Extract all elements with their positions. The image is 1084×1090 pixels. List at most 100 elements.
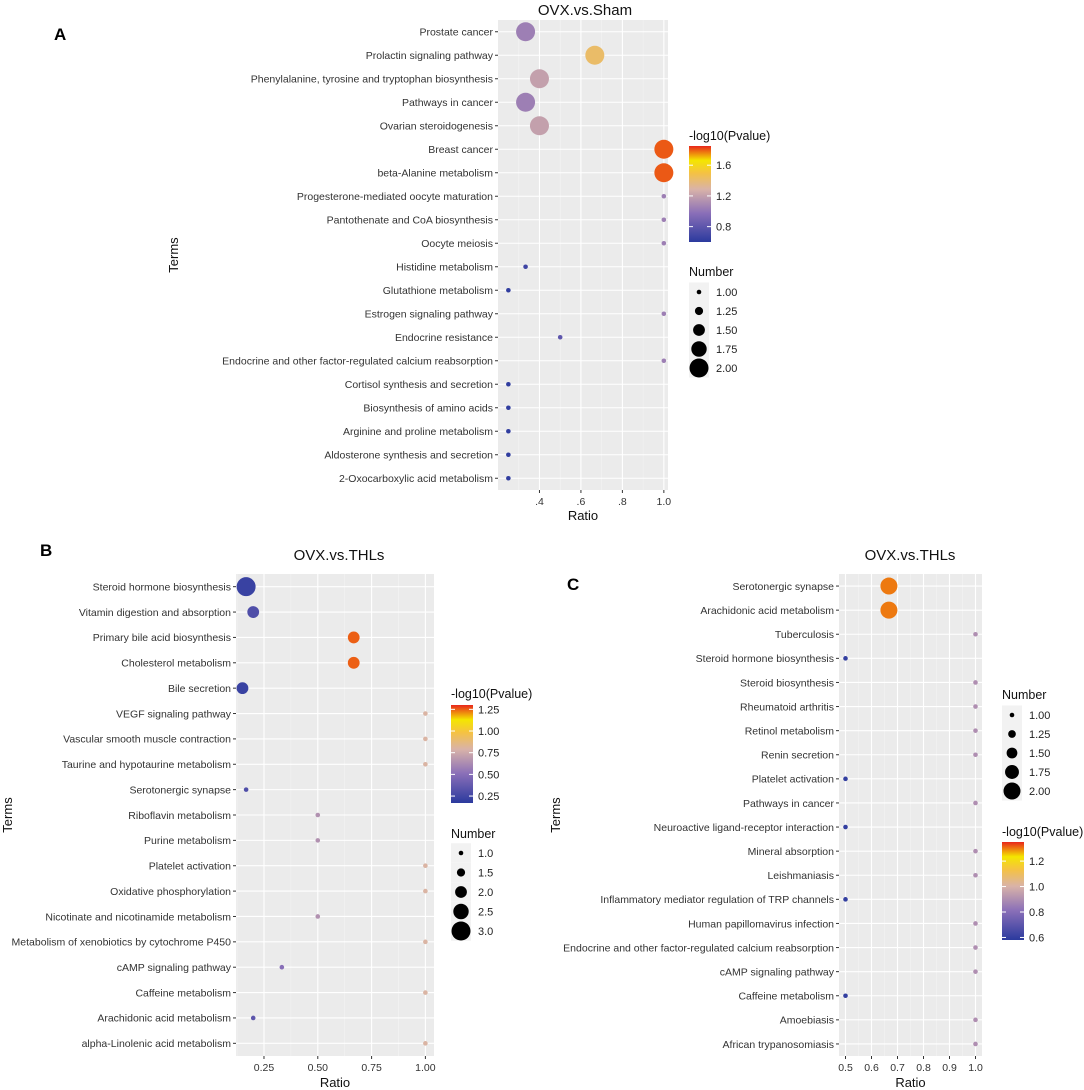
- size-legend: Number 1.0 1.5 2.0 2.5 3.0: [451, 827, 495, 941]
- category-label: Endocrine and other factor-regulated cal…: [563, 942, 834, 954]
- category-label: Steroid hormone biosynthesis: [93, 581, 231, 593]
- color-legend-label: 1.6: [716, 160, 731, 172]
- color-legend-label: 1.2: [1029, 856, 1044, 868]
- data-point: [973, 872, 978, 878]
- data-point: [315, 914, 321, 919]
- data-point: [506, 381, 511, 387]
- size-legend-dot: [451, 921, 471, 941]
- category-label: Neuroactive ligand-receptor interaction: [654, 822, 835, 834]
- size-legend-dot: [1009, 712, 1015, 718]
- data-point: [236, 577, 256, 597]
- data-point: [973, 752, 978, 758]
- category-label: VEGF signaling pathway: [116, 708, 232, 720]
- category-label: Endocrine resistance: [395, 332, 493, 344]
- x-tick-label: .6: [577, 496, 586, 508]
- color-legend: -log10(Pvalue) 0.25 0.50 0.75 1.00 1.25: [451, 687, 532, 803]
- x-tick-label: 0.9: [942, 1062, 957, 1074]
- data-point: [661, 217, 667, 223]
- data-point: [585, 45, 605, 65]
- panel-letter: A: [54, 25, 66, 44]
- data-point: [423, 863, 428, 869]
- category-label: Platelet activation: [752, 774, 834, 786]
- data-point: [423, 736, 428, 742]
- data-point: [347, 631, 360, 644]
- size-legend-dot: [458, 850, 464, 856]
- x-tick-label: 1.0: [657, 496, 672, 508]
- size-legend-dot: [456, 868, 466, 877]
- data-point: [661, 193, 667, 199]
- data-point: [250, 1015, 256, 1021]
- color-bar: [689, 146, 711, 242]
- category-label: Retinol metabolism: [745, 725, 835, 737]
- data-point: [973, 969, 978, 974]
- x-tick-label: 0.8: [916, 1062, 931, 1074]
- size-legend-label: 2.0: [478, 887, 493, 899]
- color-legend-label: 0.25: [478, 791, 499, 803]
- data-point: [973, 945, 978, 950]
- size-legend-title: Number: [689, 265, 733, 279]
- data-point: [423, 1041, 428, 1046]
- data-point: [661, 358, 667, 364]
- x-tick-label: 1.00: [415, 1062, 436, 1074]
- data-point: [506, 475, 511, 481]
- category-label: Inflammatory mediator regulation of TRP …: [600, 894, 834, 906]
- color-legend-title: -log10(Pvalue): [451, 687, 532, 701]
- x-tick-label: 0.7: [890, 1062, 905, 1074]
- category-label: Taurine and hypotaurine metabolism: [62, 759, 232, 771]
- category-label: Nicotinate and nicotinamide metabolism: [45, 911, 231, 923]
- category-label: African trypanosomiasis: [723, 1039, 834, 1051]
- data-point: [423, 990, 428, 995]
- size-legend-label: 1.0: [478, 848, 493, 860]
- data-point: [843, 897, 848, 902]
- x-tick-label: 1.0: [968, 1062, 983, 1074]
- category-label: Serotonergic synapse: [732, 581, 834, 593]
- size-legend-label: 2.00: [1029, 786, 1050, 798]
- data-point: [243, 787, 249, 792]
- x-tick-label: 0.6: [864, 1062, 879, 1074]
- size-legend-label: 1.25: [1029, 729, 1050, 741]
- size-legend-label: 1.00: [716, 287, 737, 299]
- color-legend-label: 1.2: [716, 191, 731, 203]
- color-legend-label: 1.00: [478, 726, 499, 738]
- data-point: [506, 452, 511, 458]
- data-point: [247, 606, 260, 618]
- category-label: Serotonergic synapse: [129, 784, 231, 796]
- size-legend-dot: [691, 341, 707, 357]
- color-bar: [1002, 842, 1024, 940]
- category-label: Arginine and proline metabolism: [343, 426, 493, 438]
- x-axis-title: Ratio: [568, 508, 598, 523]
- data-point: [523, 264, 528, 270]
- size-legend-label: 2.00: [716, 363, 737, 375]
- category-label: Caffeine metabolism: [135, 987, 231, 999]
- x-tick-label: 0.5: [838, 1062, 853, 1074]
- data-point: [973, 680, 978, 685]
- category-label: Oxidative phosphorylation: [110, 886, 231, 898]
- panel-letter: C: [567, 575, 579, 594]
- category-label: Arachidonic acid metabolism: [700, 605, 834, 617]
- data-point: [973, 704, 978, 709]
- x-tick-label: 0.75: [361, 1062, 382, 1074]
- category-label: Metabolism of xenobiotics by cytochrome …: [12, 937, 232, 949]
- category-label: Steroid biosynthesis: [740, 677, 834, 689]
- category-label: Prolactin signaling pathway: [366, 50, 494, 62]
- data-point: [973, 1041, 978, 1047]
- category-label: Human papillomavirus infection: [688, 918, 834, 930]
- category-label: Progesterone-mediated oocyte maturation: [297, 191, 493, 203]
- category-label: Cortisol synthesis and secretion: [345, 379, 493, 391]
- data-point: [843, 776, 848, 782]
- category-label: Primary bile acid biosynthesis: [93, 632, 231, 644]
- category-label: Oocyte meiosis: [421, 238, 493, 250]
- category-label: Pantothenate and CoA biosynthesis: [327, 215, 493, 227]
- category-label: Renin secretion: [761, 750, 834, 762]
- y-axis-title: Terms: [166, 237, 181, 273]
- size-legend-label: 1.00: [1029, 710, 1050, 722]
- category-label: Breast cancer: [428, 144, 493, 156]
- data-point: [236, 682, 249, 695]
- color-legend-label: 0.6: [1029, 932, 1044, 944]
- data-point: [973, 1017, 978, 1023]
- data-point: [506, 405, 511, 411]
- data-point: [423, 761, 428, 767]
- category-label: Riboflavin metabolism: [128, 810, 231, 822]
- size-legend-title: Number: [451, 827, 495, 841]
- category-label: cAMP signaling pathway: [117, 962, 232, 974]
